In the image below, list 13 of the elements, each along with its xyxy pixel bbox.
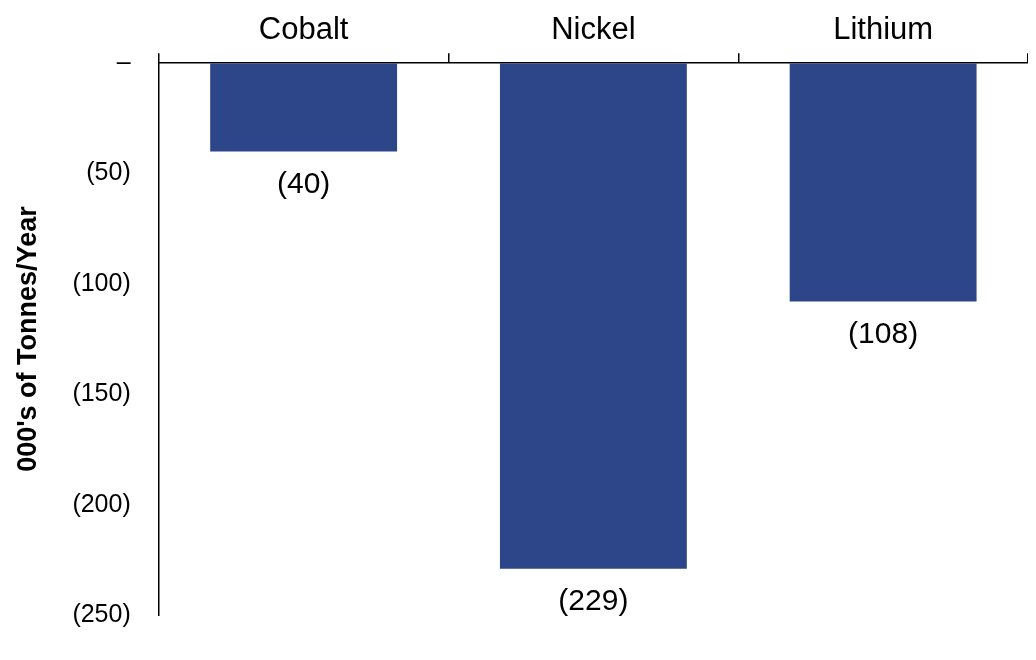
x-tick-label: Lithium xyxy=(833,11,934,47)
y-tick-label: (50) xyxy=(86,157,131,186)
x-tick-label: Cobalt xyxy=(258,11,349,47)
x-tick-label: Nickel xyxy=(551,11,636,47)
data-label: (108) xyxy=(848,315,919,349)
y-tick-label: (100) xyxy=(72,267,131,296)
y-tick-label: (250) xyxy=(72,598,131,627)
y-tick-label: – xyxy=(116,47,131,76)
y-tick-label: (150) xyxy=(72,378,131,407)
y-tick-label: (200) xyxy=(72,488,131,517)
y-axis-title: 000's of Tonnes/Year xyxy=(11,205,42,472)
data-label: (229) xyxy=(558,582,629,616)
data-label: (40) xyxy=(276,165,331,199)
